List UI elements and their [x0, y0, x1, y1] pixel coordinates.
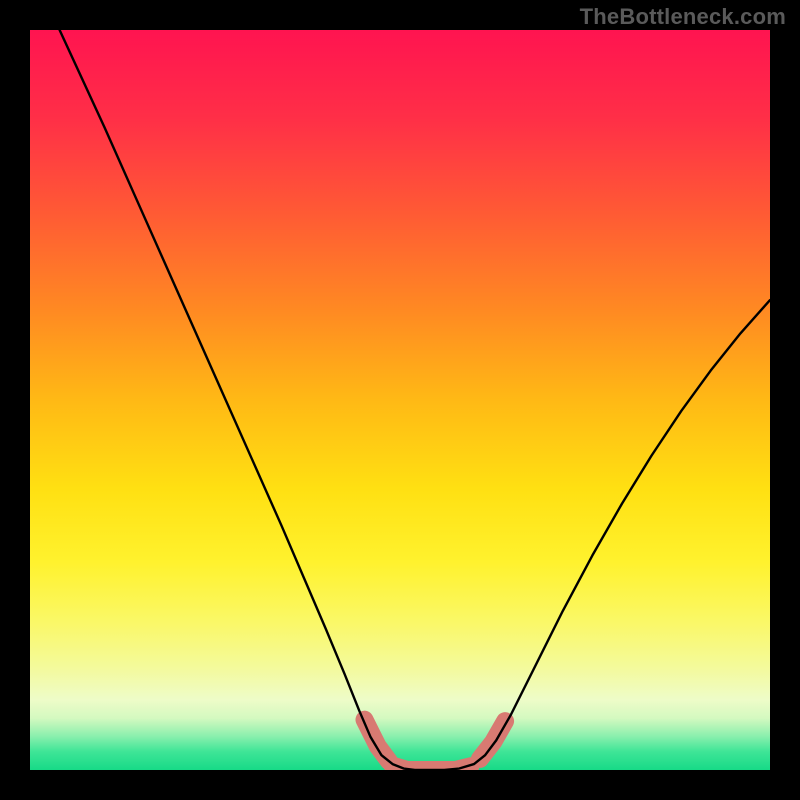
watermark-text: TheBottleneck.com: [580, 4, 786, 30]
gradient-background: [30, 30, 770, 770]
chart-frame: TheBottleneck.com: [0, 0, 800, 800]
bottleneck-curve-chart: [0, 0, 800, 800]
